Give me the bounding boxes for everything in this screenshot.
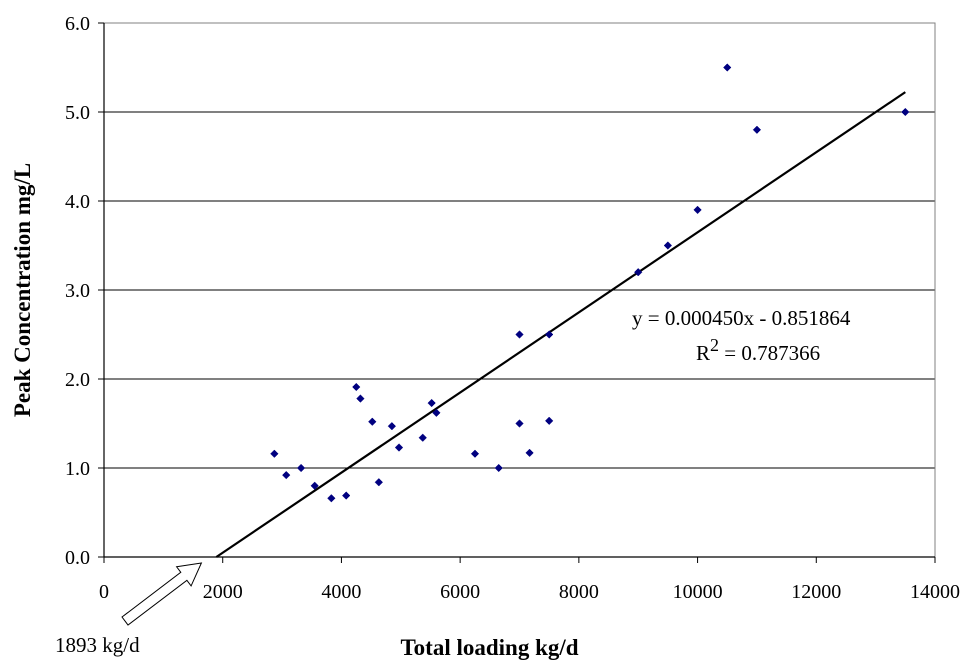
x-tick-label: 6000 xyxy=(440,581,480,603)
x-tick-label: 2000 xyxy=(203,581,243,603)
data-point xyxy=(515,419,524,428)
trendline xyxy=(215,91,906,558)
data-point xyxy=(427,398,436,408)
equation-label: y = 0.000450x - 0.851864 xyxy=(632,306,851,330)
intercept-annotation: 1893 kg/d xyxy=(55,633,140,657)
data-point xyxy=(356,394,365,403)
arrow-icon xyxy=(121,562,203,626)
y-tick-label: 1.0 xyxy=(65,458,90,480)
y-tick-label: 6.0 xyxy=(65,13,90,35)
y-tick-label: 4.0 xyxy=(65,191,90,213)
y-tick-label: 2.0 xyxy=(65,369,90,391)
data-point xyxy=(394,443,404,452)
data-point xyxy=(545,330,554,339)
x-axis-title: Total loading kg/d xyxy=(400,635,578,660)
r-squared-superscript: 2 xyxy=(710,335,719,355)
data-point xyxy=(418,433,427,442)
data-point xyxy=(525,448,534,458)
x-tick-label: 4000 xyxy=(321,581,361,603)
r-squared-label: R2 = 0.787366 xyxy=(696,335,820,365)
r-squared-value: = 0.787366 xyxy=(719,341,820,365)
y-axis-ticks: 0.0 1.0 2.0 3.0 4.0 5.0 6.0 xyxy=(65,13,104,569)
r-squared-prefix: R xyxy=(696,341,710,365)
data-point xyxy=(545,416,554,425)
data-point xyxy=(494,463,503,473)
data-point xyxy=(432,408,441,417)
data-point xyxy=(752,125,762,134)
y-axis-title: Peak Concentration mg/L xyxy=(10,163,35,417)
data-point xyxy=(368,417,377,426)
data-point xyxy=(327,494,336,503)
data-points xyxy=(270,63,910,503)
x-tick-label: 12000 xyxy=(791,581,841,603)
data-point xyxy=(723,63,732,72)
x-tick-label: 8000 xyxy=(559,581,599,603)
data-point xyxy=(515,330,524,339)
x-tick-label: 14000 xyxy=(910,581,960,603)
data-point xyxy=(310,481,319,490)
data-point xyxy=(296,463,306,473)
y-tick-label: 0.0 xyxy=(65,547,90,569)
x-axis-ticks: 0 2000 4000 6000 8000 10000 12000 14000 xyxy=(99,557,960,603)
data-point xyxy=(634,268,643,277)
data-point xyxy=(374,478,383,487)
x-tick-label: 0 xyxy=(99,581,109,603)
data-point xyxy=(270,449,279,458)
data-point xyxy=(470,449,480,458)
data-point xyxy=(901,107,910,117)
data-point xyxy=(693,205,702,215)
y-tick-label: 3.0 xyxy=(65,280,90,302)
data-point xyxy=(282,470,291,480)
x-tick-label: 10000 xyxy=(673,581,723,603)
data-point xyxy=(387,422,397,431)
data-point xyxy=(342,491,351,500)
y-tick-label: 5.0 xyxy=(65,102,90,124)
data-point xyxy=(352,382,361,392)
data-point xyxy=(663,241,673,250)
grid-lines xyxy=(104,22,935,558)
